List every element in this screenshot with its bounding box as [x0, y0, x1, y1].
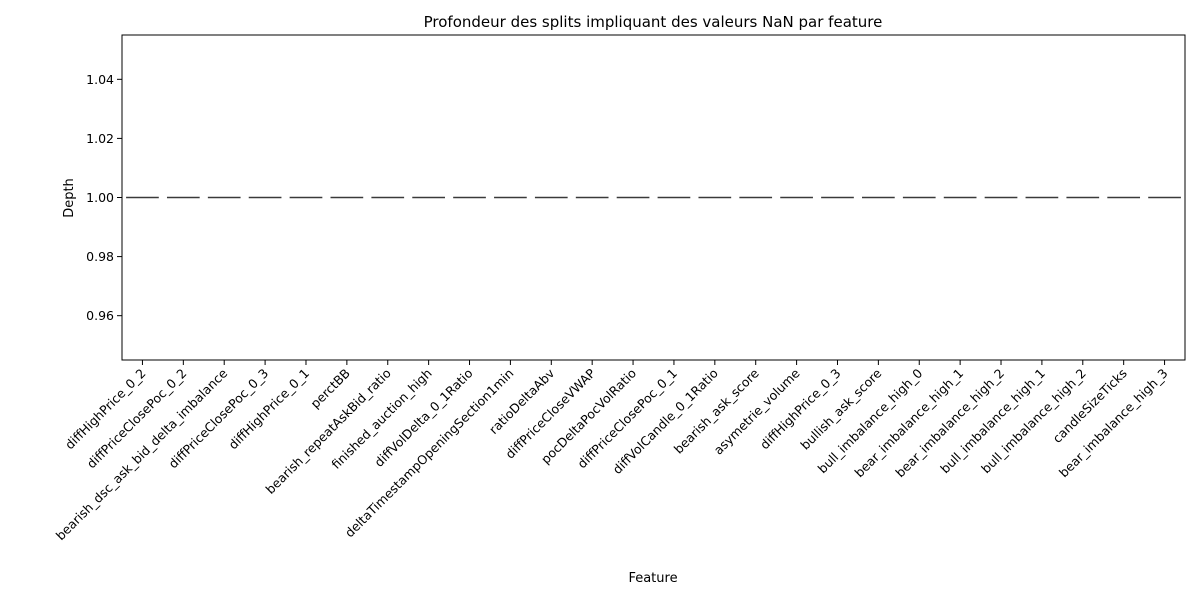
y-axis-label: Depth	[62, 178, 77, 218]
y-tick-label: 1.02	[86, 131, 114, 146]
x-tick-label: candleSizeTicks	[1049, 366, 1129, 446]
y-axis: 0.96 0.98 1.00 1.02 1.04	[86, 72, 122, 323]
y-tick-label: 1.04	[86, 72, 114, 87]
y-tick-label: 1.00	[86, 190, 114, 205]
y-tick-label: 0.96	[86, 308, 114, 323]
x-tick-label: bearish_dsc_ask_bid_delta_imbalance	[53, 365, 231, 543]
chart-title: Profondeur des splits impliquant des val…	[424, 13, 883, 31]
x-axis: diffHighPrice_0_2diffPriceClosePoc_0_2be…	[53, 360, 1171, 543]
x-axis-label: Feature	[628, 571, 677, 586]
plot-frame	[121, 34, 1186, 361]
y-tick-label: 0.98	[86, 249, 114, 264]
